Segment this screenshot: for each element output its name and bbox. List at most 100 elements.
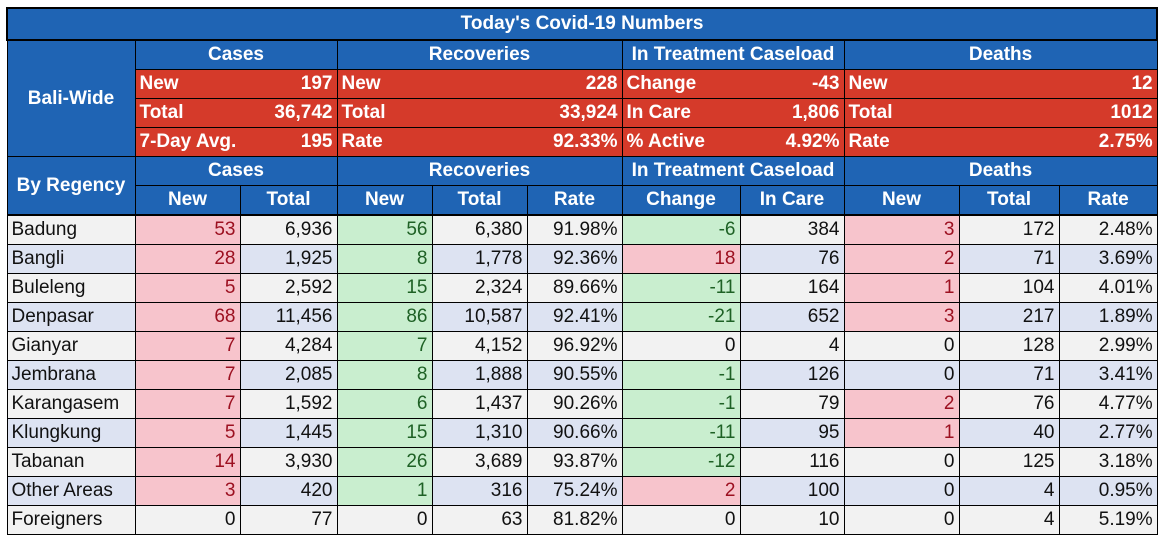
cell-value: 104 — [958, 273, 1060, 303]
cell-value: 4 — [958, 505, 1060, 535]
cell-value: 93.87% — [526, 447, 623, 477]
cell-value: 0.95% — [1058, 476, 1158, 506]
regency-name: Foreigners — [6, 505, 136, 535]
regency-name: Denpasar — [6, 302, 136, 332]
covid-numbers-table: Today's Covid-19 Numbers Bali-Wide Cases… — [5, 7, 1159, 535]
regency-cases-header: Cases — [134, 156, 338, 186]
cell-value: 77 — [239, 505, 338, 535]
cell-value: 7 — [336, 331, 433, 361]
cell-value: 1 — [843, 273, 960, 303]
cell-value: 6,936 — [239, 214, 338, 245]
cell-value: 92.36% — [526, 244, 623, 274]
by-regency-label: By Regency — [6, 156, 136, 216]
cell-value: 0 — [843, 476, 960, 506]
deaths-metric-label: Rate — [843, 127, 1059, 157]
cell-value: 1,778 — [431, 244, 528, 274]
cell-value: 10,587 — [431, 302, 528, 332]
cell-value: 90.66% — [526, 418, 623, 448]
cell-value: 172 — [958, 214, 1060, 245]
cell-value: 18 — [621, 244, 741, 274]
regency-name: Karangasem — [6, 389, 136, 419]
cell-value: -1 — [621, 360, 741, 390]
cell-value: 7 — [134, 389, 241, 419]
cell-value: 3.18% — [1058, 447, 1158, 477]
deaths-metric-label: New — [843, 69, 1059, 99]
treatment-metric-label: Change — [621, 69, 740, 99]
column-header: Total — [431, 185, 528, 216]
table-row: Bangli 28 1,925 8 1,778 92.36% 18 76 2 71 3.69% — [6, 244, 1158, 274]
cell-value: 2 — [843, 389, 960, 419]
regency-name: Bangli — [6, 244, 136, 274]
cases-metric-value: 195 — [240, 127, 338, 157]
cell-value: -1 — [621, 389, 741, 419]
cell-value: 2 — [621, 476, 741, 506]
cell-value: 11,456 — [239, 302, 338, 332]
treatment-metric-value: 4.92% — [740, 127, 845, 157]
cases-header: Cases — [134, 39, 338, 70]
deaths-metric-label: Total — [843, 98, 1059, 128]
cell-value: 63 — [431, 505, 528, 535]
treatment-header: In Treatment Caseload — [621, 39, 845, 70]
cell-value: 1,592 — [239, 389, 338, 419]
column-header: Rate — [526, 185, 623, 216]
cell-value: 6,380 — [431, 214, 528, 245]
cell-value: 26 — [336, 447, 433, 477]
table-row: Denpasar 68 11,456 86 10,587 92.41% -21 652 3 217… — [6, 302, 1158, 332]
recoveries-metric-label: Rate — [336, 127, 527, 157]
cases-metric-value: 197 — [240, 69, 338, 99]
table-row: Gianyar 7 4,284 7 4,152 96.92% 0 4 0 128 2.99% — [6, 331, 1158, 361]
treatment-metric-label: % Active — [621, 127, 740, 157]
column-header: Change — [621, 185, 741, 216]
cell-value: 4 — [739, 331, 845, 361]
treatment-metric-label: In Care — [621, 98, 740, 128]
cases-metric-value: 36,742 — [240, 98, 338, 128]
treatment-metric-value: -43 — [740, 69, 845, 99]
table-row: Jembrana 7 2,085 8 1,888 90.55% -1 126 0 71 3.41% — [6, 360, 1158, 390]
table-row: Tabanan 14 3,930 26 3,689 93.87% -12 116 0 125 3.1… — [6, 447, 1158, 477]
cell-value: 89.66% — [526, 273, 623, 303]
cell-value: 90.26% — [526, 389, 623, 419]
regency-name: Buleleng — [6, 273, 136, 303]
cell-value: -12 — [621, 447, 741, 477]
regency-name: Tabanan — [6, 447, 136, 477]
column-header: New — [843, 185, 960, 216]
regency-name: Badung — [6, 214, 136, 245]
cell-value: 0 — [134, 505, 241, 535]
cell-value: 8 — [336, 360, 433, 390]
cell-value: 3.41% — [1058, 360, 1158, 390]
cell-value: 652 — [739, 302, 845, 332]
cell-value: 7 — [134, 331, 241, 361]
cell-value: 86 — [336, 302, 433, 332]
recoveries-metric-label: New — [336, 69, 527, 99]
cell-value: 92.41% — [526, 302, 623, 332]
cases-metric-label: Total — [134, 98, 240, 128]
cell-value: 1,888 — [431, 360, 528, 390]
cell-value: 68 — [134, 302, 241, 332]
cell-value: 2.99% — [1058, 331, 1158, 361]
column-header: Total — [239, 185, 338, 216]
cell-value: 5 — [134, 418, 241, 448]
cell-value: 56 — [336, 214, 433, 245]
cell-value: 4,152 — [431, 331, 528, 361]
cell-value: 4 — [958, 476, 1060, 506]
cell-value: 3 — [843, 302, 960, 332]
recoveries-metric-value: 228 — [527, 69, 623, 99]
cell-value: 3,689 — [431, 447, 528, 477]
cell-value: 14 — [134, 447, 241, 477]
deaths-metric-value: 1012 — [1059, 98, 1158, 128]
cell-value: 1 — [336, 476, 433, 506]
cell-value: -6 — [621, 214, 741, 245]
regency-treatment-header: In Treatment Caseload — [621, 156, 845, 186]
cell-value: 217 — [958, 302, 1060, 332]
cell-value: 0 — [843, 505, 960, 535]
cell-value: 3 — [134, 476, 241, 506]
covid-table-container: Today's Covid-19 Numbers Bali-Wide Cases… — [5, 7, 1159, 535]
cell-value: 2,324 — [431, 273, 528, 303]
table-row: Foreigners 0 77 0 63 81.82% 0 10 0 4 5.19% — [6, 505, 1158, 535]
cell-value: 100 — [739, 476, 845, 506]
cell-value: 40 — [958, 418, 1060, 448]
cell-value: 1,925 — [239, 244, 338, 274]
cell-value: 15 — [336, 273, 433, 303]
cell-value: 1,445 — [239, 418, 338, 448]
cell-value: 90.55% — [526, 360, 623, 390]
